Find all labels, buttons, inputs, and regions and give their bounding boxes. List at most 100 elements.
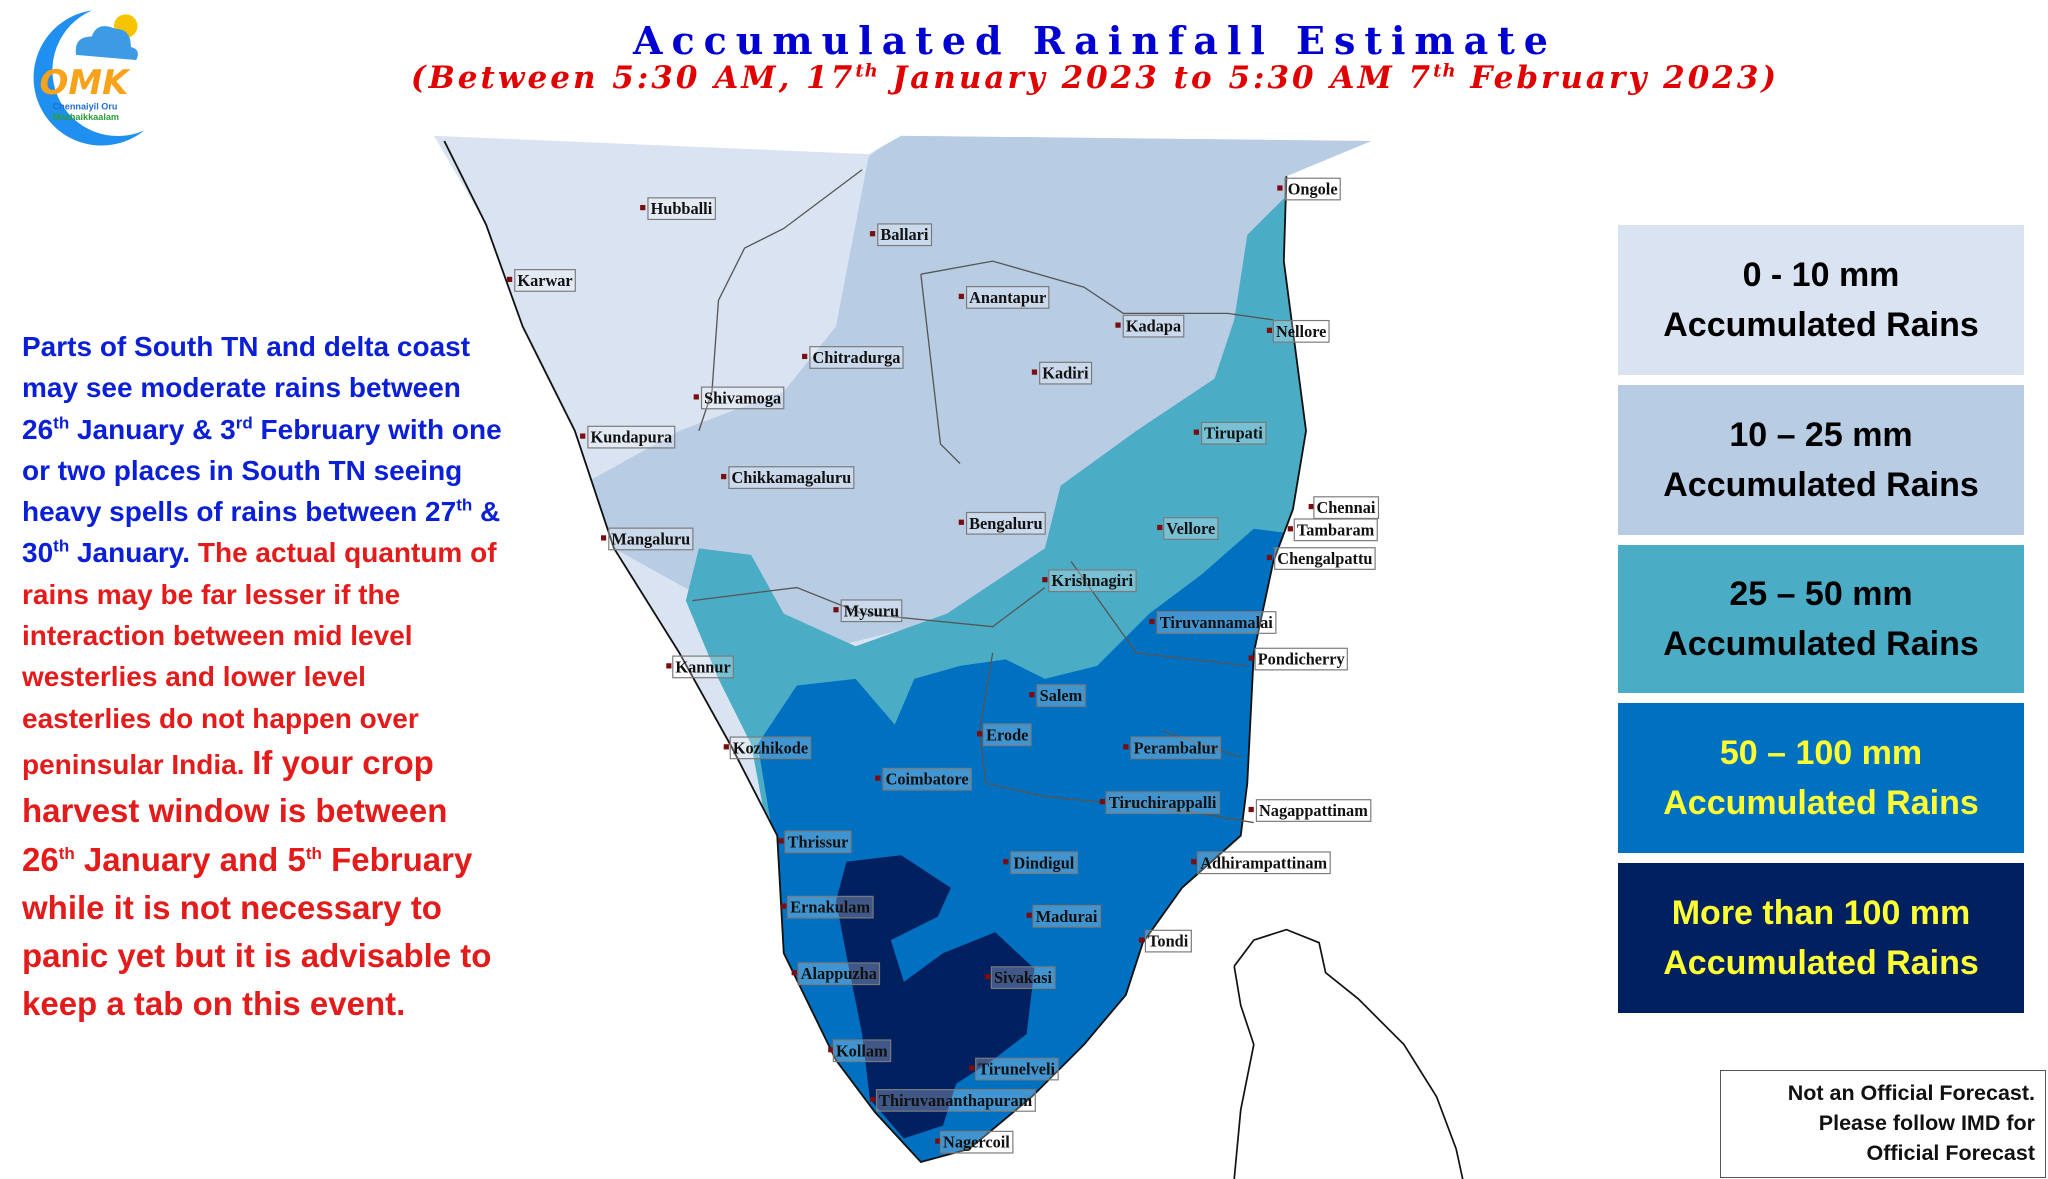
crescent-icon <box>33 10 144 146</box>
city-label-box <box>1010 851 1078 875</box>
city-karwar: Karwar <box>506 269 576 292</box>
city-label-box <box>672 655 734 679</box>
svg-text:Tondi: Tondi <box>1148 932 1189 951</box>
legend-item-50-100: 50 – 100 mm Accumulated Rains <box>1618 703 2024 853</box>
city-pondicherry: Pondicherry <box>1248 647 1348 671</box>
svg-text:Shivamoga: Shivamoga <box>704 388 781 407</box>
svg-text:Kannur: Kannur <box>675 657 730 676</box>
forecast-note: Parts of South TN and delta coast may se… <box>22 326 502 1029</box>
svg-text:Nagappattinam: Nagappattinam <box>1259 801 1368 820</box>
svg-text:Chengalpattu: Chengalpattu <box>1277 549 1372 568</box>
page-subtitle: (Between 5:30 AM, 17th January 2023 to 5… <box>300 60 1890 96</box>
svg-text:Madurai: Madurai <box>1036 907 1098 926</box>
city-label-box <box>700 386 785 410</box>
svg-text:Thiruvananthapuram: Thiruvananthapuram <box>879 1091 1033 1110</box>
city-salem: Salem <box>1029 684 1086 708</box>
city-label-box <box>1274 547 1376 570</box>
city-label-box <box>832 1039 892 1063</box>
city-label-box <box>965 286 1050 309</box>
svg-text:Salem: Salem <box>1040 686 1083 705</box>
city-label-box <box>728 466 855 489</box>
city-coimbatore: Coimbatore <box>875 767 972 791</box>
coastline <box>443 140 1307 1164</box>
city-mysuru: Mysuru <box>833 599 903 623</box>
city-label-box <box>1272 319 1330 343</box>
svg-text:Coimbatore: Coimbatore <box>886 770 969 789</box>
subtitle-sup: th <box>855 60 879 82</box>
svg-text:Ongole: Ongole <box>1288 180 1338 199</box>
svg-text:Vellore: Vellore <box>1166 519 1215 538</box>
zone-above-100 <box>835 855 1035 1139</box>
city-label-box <box>797 962 881 986</box>
city-sivakasi: Sivakasi <box>984 966 1056 990</box>
city-ongole: Ongole <box>1277 177 1341 201</box>
city-label-box <box>1130 736 1222 760</box>
city-chengalpattu: Chengalpattu <box>1266 547 1376 570</box>
city-anantapur: Anantapur <box>958 286 1050 309</box>
note-red-emphasis: If your crop harvest window is between 2… <box>22 743 492 1023</box>
city-label-box <box>990 966 1056 990</box>
city-label-box <box>787 895 874 919</box>
svg-text:Perambalur: Perambalur <box>1134 738 1218 757</box>
svg-text:Chennai: Chennai <box>1316 498 1375 517</box>
city-label-box <box>939 1130 1014 1154</box>
city-label-box <box>1284 177 1341 201</box>
svg-text:Chitradurga: Chitradurga <box>812 348 900 367</box>
city-thiruvananthapuram: Thiruvananthapuram <box>869 1088 1036 1112</box>
city-thrissur: Thrissur <box>778 830 852 854</box>
city-kundapura: Kundapura <box>580 425 676 449</box>
cloud-icon <box>75 26 138 61</box>
svg-text:Nagercoil: Nagercoil <box>943 1133 1010 1152</box>
page-title: Accumulated Rainfall Estimate <box>633 18 1557 63</box>
svg-text:Kollam: Kollam <box>836 1041 888 1060</box>
city-nagappattinam: Nagappattinam <box>1248 799 1372 822</box>
legend-item-25-50: 25 – 50 mm Accumulated Rains <box>1618 545 2024 693</box>
svg-text:Tiruvannamalai: Tiruvannamalai <box>1160 613 1273 632</box>
svg-text:Mysuru: Mysuru <box>844 601 899 620</box>
svg-text:Nellore: Nellore <box>1276 322 1326 341</box>
city-bengaluru: Bengaluru <box>958 511 1046 535</box>
city-label-box <box>514 269 576 292</box>
state-borders <box>692 169 1274 824</box>
city-label-box <box>608 527 694 551</box>
city-nagercoil: Nagercoil <box>935 1130 1014 1154</box>
logo-line2: Mazhaikkaalam <box>53 112 119 122</box>
subtitle-sup: th <box>1433 60 1457 82</box>
city-chikkamagaluru: Chikkamagaluru <box>721 466 855 489</box>
sri-lanka-outline <box>1233 928 1464 1179</box>
city-label-box <box>1254 647 1348 671</box>
city-tiruvannamalai: Tiruvannamalai <box>1149 611 1277 634</box>
svg-text:Erode: Erode <box>986 725 1028 744</box>
subtitle-text: (Between 5:30 AM, 17 <box>410 60 856 96</box>
city-ballari: Ballari <box>869 223 933 247</box>
legend-item-10-25: 10 – 25 mm Accumulated Rains <box>1618 385 2024 535</box>
svg-text:Sivakasi: Sivakasi <box>994 968 1052 987</box>
city-label-box <box>784 830 852 854</box>
svg-text:Hubballi: Hubballi <box>651 199 713 218</box>
svg-text:Dindigul: Dindigul <box>1014 853 1075 872</box>
city-tirupati: Tirupati <box>1193 421 1267 445</box>
city-ernakulam: Ernakulam <box>781 895 874 919</box>
svg-text:Kozhikode: Kozhikode <box>733 738 808 757</box>
city-perambalur: Perambalur <box>1123 736 1222 760</box>
subtitle-text: February 2023) <box>1456 60 1780 96</box>
city-label-box <box>965 511 1046 535</box>
svg-text:Kundapura: Kundapura <box>591 428 673 447</box>
city-adhirampattinam: Adhirampattinam <box>1191 851 1331 875</box>
city-mangaluru: Mangaluru <box>600 527 694 551</box>
logo-letters: OMK <box>40 63 132 103</box>
city-label-box <box>975 1057 1059 1081</box>
city-label-box <box>1163 517 1219 540</box>
city-labels: Hubballi Ballari Karwar Ongole Anantapur… <box>506 177 1380 1154</box>
city-shivamoga: Shivamoga <box>693 386 785 410</box>
city-label-box <box>840 599 903 623</box>
city-nellore: Nellore <box>1266 319 1330 343</box>
svg-text:Chikkamagaluru: Chikkamagaluru <box>732 468 852 487</box>
svg-text:Mangaluru: Mangaluru <box>611 529 690 548</box>
omk-logo: OMK Chennaiyil Oru Mazhaikkaalam <box>33 10 144 146</box>
city-kadapa: Kadapa <box>1115 314 1185 338</box>
city-label-box <box>1036 684 1086 708</box>
city-tondi: Tondi <box>1138 929 1192 953</box>
city-tambaram: Tambaram <box>1287 518 1378 542</box>
city-hubballi: Hubballi <box>640 197 716 221</box>
